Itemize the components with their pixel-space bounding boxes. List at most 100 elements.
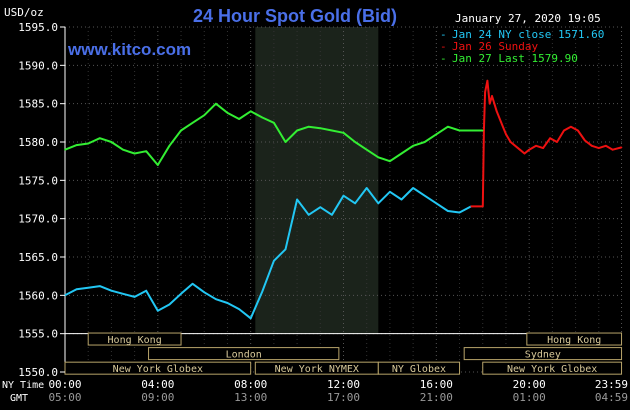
legend: Jan 24 NY close 1571.60 Jan 26 Sunday Ja… xyxy=(452,28,604,65)
data-point xyxy=(203,291,206,294)
x-tick-label-gmt: 13:00 xyxy=(234,391,267,404)
data-point xyxy=(523,152,526,155)
data-point xyxy=(180,129,182,132)
data-point xyxy=(377,202,380,205)
data-point xyxy=(64,148,66,151)
chart-timestamp: January 27, 2020 19:05 xyxy=(455,12,601,25)
x-tick-label-gmt: 09:00 xyxy=(141,391,174,404)
data-point xyxy=(604,145,607,147)
data-point xyxy=(400,152,403,155)
data-point xyxy=(620,146,623,149)
data-point xyxy=(389,160,391,162)
data-point xyxy=(273,260,275,262)
y-axis-ticks: 1595.0 1590.0 1585.0 1580.0 1575.0 1570.0 1565… xyxy=(18,21,65,379)
session-bar xyxy=(87,332,182,346)
data-point xyxy=(488,102,491,105)
session-label: NY Globex xyxy=(392,364,446,375)
trading-sessions: Hong Kong Hong Kong London Sydney New York G… xyxy=(64,332,623,375)
data-point xyxy=(75,144,78,146)
data-point xyxy=(505,133,507,136)
data-point xyxy=(133,296,136,298)
x-tick-label-gmt: 21:00 xyxy=(420,391,453,404)
data-point xyxy=(238,308,240,310)
data-point xyxy=(584,139,586,142)
y-tick-label: 1590.0 xyxy=(18,59,58,72)
x-tick-label-ny: 16:00 xyxy=(420,378,453,391)
y-tick-label: 1575.0 xyxy=(18,174,58,187)
data-point xyxy=(168,303,171,306)
data-point xyxy=(597,147,600,149)
data-point xyxy=(549,137,551,139)
data-point xyxy=(447,125,449,128)
session-bar xyxy=(463,347,623,361)
data-point xyxy=(412,187,414,189)
data-point xyxy=(389,191,391,193)
data-point xyxy=(458,129,461,132)
session-label: New York Globex xyxy=(113,364,203,375)
data-point xyxy=(215,102,217,105)
svg-text:-: - xyxy=(440,28,447,41)
data-point xyxy=(484,91,486,93)
data-point xyxy=(249,110,252,113)
x-tick-label-ny: 00:00 xyxy=(48,378,81,391)
data-point xyxy=(591,145,593,147)
data-point xyxy=(542,147,544,149)
data-point xyxy=(215,298,217,300)
data-point xyxy=(563,129,565,132)
data-point xyxy=(261,290,264,293)
data-point xyxy=(87,286,90,289)
x-tick-label-ny: 23:59 xyxy=(595,378,628,391)
data-point xyxy=(365,187,368,189)
data-point xyxy=(495,110,498,113)
x-axis-label-gmt: GMT xyxy=(10,393,28,404)
data-point xyxy=(307,125,310,128)
data-point xyxy=(284,248,287,251)
data-point xyxy=(447,210,449,212)
data-point xyxy=(296,129,298,132)
data-point xyxy=(168,145,171,147)
y-tick-label: 1565.0 xyxy=(18,251,58,264)
x-tick-label-gmt: 01:00 xyxy=(513,391,546,404)
data-point xyxy=(319,206,322,208)
session-bar xyxy=(64,361,252,375)
data-point xyxy=(342,194,345,197)
data-point xyxy=(342,132,345,134)
session-label: Sydney xyxy=(525,350,561,361)
session-label: London xyxy=(226,350,262,361)
data-point xyxy=(412,145,414,147)
x-tick-label-ny: 04:00 xyxy=(141,378,174,391)
data-point xyxy=(99,285,101,287)
data-point xyxy=(87,142,90,145)
data-point xyxy=(435,202,438,205)
data-point xyxy=(483,129,485,132)
data-point xyxy=(481,205,484,208)
session-label: New York NYMEX xyxy=(275,364,359,375)
data-point xyxy=(577,129,579,132)
data-point xyxy=(528,148,530,151)
y-tick-label: 1555.0 xyxy=(18,328,58,341)
session-bar xyxy=(526,332,623,346)
data-point xyxy=(423,141,426,143)
data-point xyxy=(99,137,101,139)
data-point xyxy=(122,293,124,295)
x-tick-label-gmt: 05:00 xyxy=(48,391,81,404)
session-bar xyxy=(377,361,461,375)
legend-item-jan27: Jan 27 Last 1579.90 xyxy=(452,52,578,65)
data-point xyxy=(191,283,194,285)
y-tick-label: 1570.0 xyxy=(18,213,58,226)
data-point xyxy=(400,198,403,201)
data-point xyxy=(556,141,558,143)
y-tick-label: 1580.0 xyxy=(18,136,58,149)
chart-title: 24 Hour Spot Gold (Bid) xyxy=(193,6,397,26)
data-point xyxy=(331,129,333,132)
data-point xyxy=(238,118,240,120)
data-point xyxy=(458,211,461,214)
data-point xyxy=(535,145,537,147)
data-point xyxy=(180,293,182,295)
x-axis-label-nytime: NY Time xyxy=(2,380,44,391)
data-point xyxy=(354,202,356,205)
data-point xyxy=(296,198,298,201)
data-point xyxy=(191,122,194,124)
website-label: www.kitco.com xyxy=(67,40,191,59)
